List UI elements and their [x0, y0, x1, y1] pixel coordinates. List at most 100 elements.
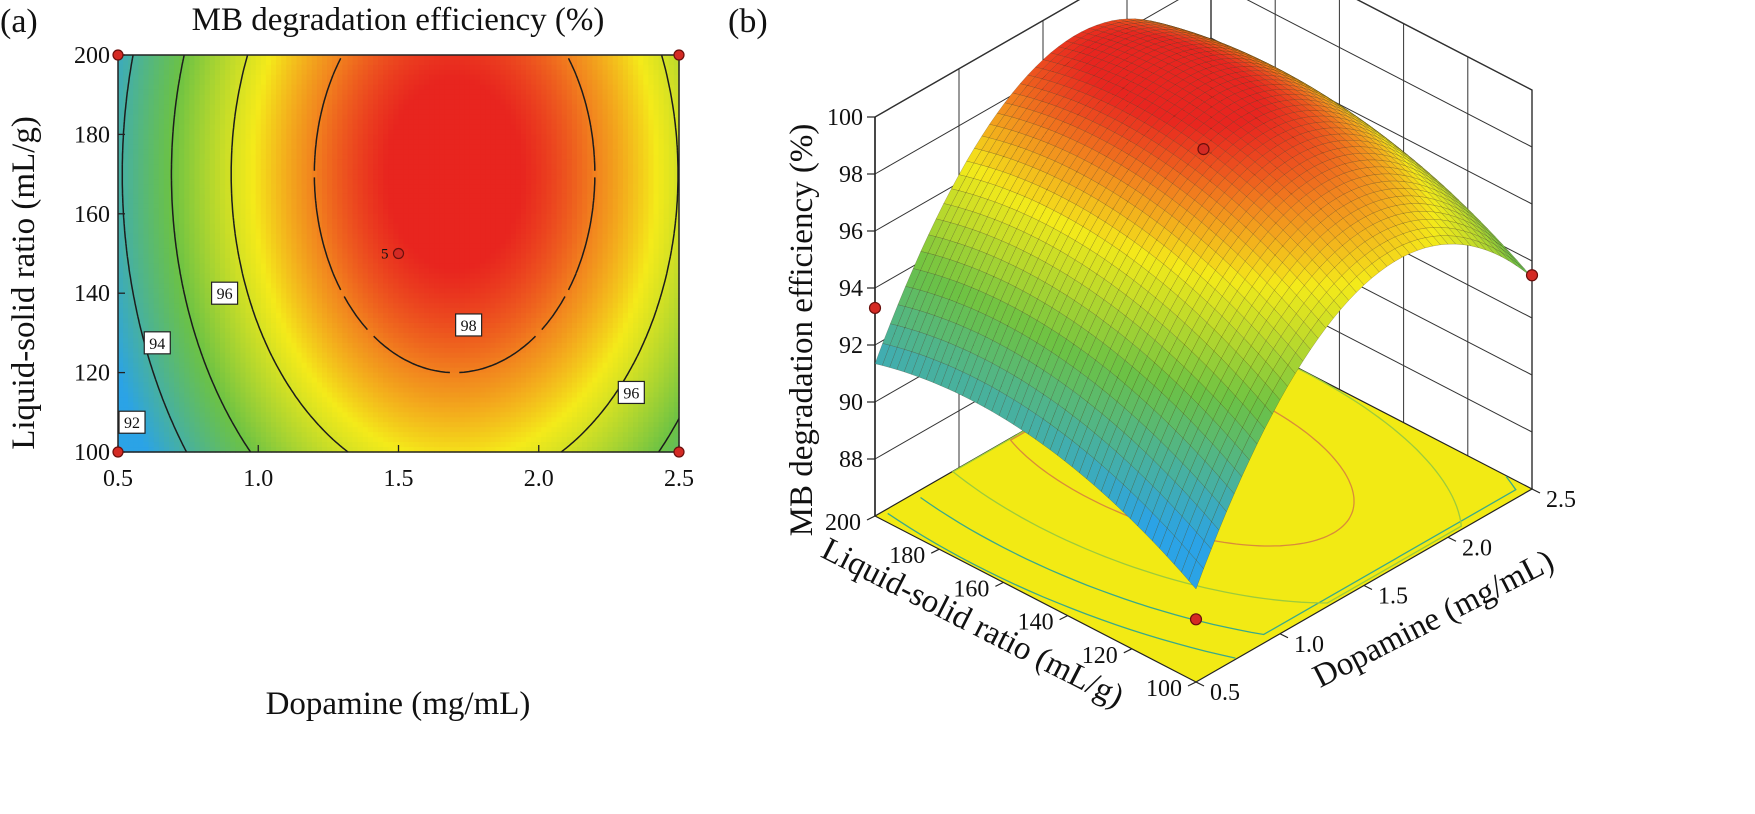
heat-cell	[413, 188, 420, 195]
heat-cell	[153, 392, 160, 399]
heat-cell	[118, 149, 124, 155]
heat-cell	[342, 268, 349, 274]
heat-cell	[143, 218, 150, 225]
heat-cell	[367, 402, 374, 408]
heat-cell	[255, 154, 262, 160]
heat-cell	[322, 213, 328, 220]
heat-cell	[337, 208, 343, 215]
heat-cell	[138, 174, 145, 180]
heat-cell	[204, 159, 211, 165]
heat-cell	[265, 273, 272, 279]
heat-cell	[138, 447, 145, 453]
heat-cell	[123, 327, 129, 334]
heat-cell	[158, 372, 165, 379]
heat-cell	[199, 109, 206, 116]
heat-cell	[245, 213, 252, 220]
heat-cell	[153, 288, 160, 294]
heat-cell	[301, 89, 308, 96]
heat-cell	[393, 437, 400, 443]
heat-cell	[403, 442, 410, 448]
heat-cell	[179, 139, 185, 145]
heat-cell	[265, 432, 272, 438]
heat-cell	[388, 99, 394, 106]
heat-cell	[418, 352, 425, 359]
heat-cell	[158, 84, 165, 91]
heat-cell	[265, 59, 272, 66]
heat-cell	[378, 367, 384, 374]
heat-cell	[230, 154, 236, 160]
heat-cell	[413, 169, 420, 175]
heat-cell	[362, 402, 369, 408]
heat-cell	[174, 243, 180, 250]
heat-cell	[367, 159, 374, 165]
heat-cell	[123, 387, 129, 394]
heat-cell	[393, 69, 400, 76]
heat-cell	[418, 417, 425, 423]
heat-cell	[163, 437, 170, 443]
heat-cell	[378, 179, 384, 185]
heat-cell	[286, 213, 292, 220]
heat-cell	[327, 99, 333, 106]
heat-cell	[123, 303, 129, 309]
heat-cell	[163, 188, 170, 195]
heat-cell	[291, 149, 298, 155]
heat-cell	[245, 352, 252, 359]
heat-cell	[174, 84, 180, 91]
heat-cell	[153, 422, 160, 428]
heat-cell	[123, 442, 129, 448]
heat-cell	[184, 243, 190, 250]
heat-cell	[408, 139, 415, 145]
heat-cell	[367, 332, 374, 339]
heat-cell	[301, 129, 308, 135]
heat-cell	[352, 327, 359, 334]
heat-cell	[138, 109, 145, 116]
heat-cell	[153, 218, 160, 225]
heat-cell	[194, 149, 201, 155]
heat-cell	[153, 447, 160, 453]
heat-cell	[347, 69, 354, 76]
heat-cell	[148, 327, 155, 334]
heat-cell	[342, 332, 349, 339]
heat-cell	[327, 372, 333, 379]
heat-cell	[403, 169, 410, 175]
heat-cell	[413, 263, 420, 269]
heat-cell	[209, 447, 216, 453]
heat-cell	[378, 407, 384, 413]
heat-cell	[255, 134, 262, 140]
heat-cell	[316, 417, 323, 423]
heat-cell	[148, 193, 155, 200]
heat-cell	[291, 228, 298, 235]
heat-cell	[235, 188, 241, 195]
heat-cell	[429, 154, 435, 160]
heat-cell	[332, 198, 338, 205]
heat-cell	[373, 84, 379, 91]
heat-cell	[245, 228, 252, 235]
heat-cell	[316, 104, 323, 111]
heat-cell	[403, 154, 410, 160]
heat-cell	[291, 69, 298, 76]
heat-cell	[373, 278, 379, 284]
heat-cell	[291, 124, 298, 131]
heat-cell	[158, 164, 165, 170]
heat-cell	[342, 208, 349, 215]
heat-cell	[296, 397, 303, 403]
heat-cell	[311, 129, 318, 135]
heat-cell	[250, 104, 257, 111]
heat-cell	[189, 362, 196, 369]
heat-cell	[271, 218, 277, 225]
heat-cell	[230, 243, 236, 250]
heat-cell	[342, 184, 349, 190]
heat-cell	[378, 278, 384, 284]
heat-cell	[311, 243, 318, 250]
heat-cell	[128, 233, 134, 240]
heat-cell	[408, 203, 415, 210]
heat-cell	[357, 367, 364, 374]
heat-cell	[209, 243, 216, 250]
heat-cell	[281, 417, 287, 423]
heat-cell	[388, 124, 394, 131]
heat-cell	[189, 412, 196, 418]
heat-cell	[179, 233, 185, 240]
heat-cell	[281, 149, 287, 155]
heat-cell	[230, 412, 236, 418]
heat-cell	[214, 238, 221, 245]
